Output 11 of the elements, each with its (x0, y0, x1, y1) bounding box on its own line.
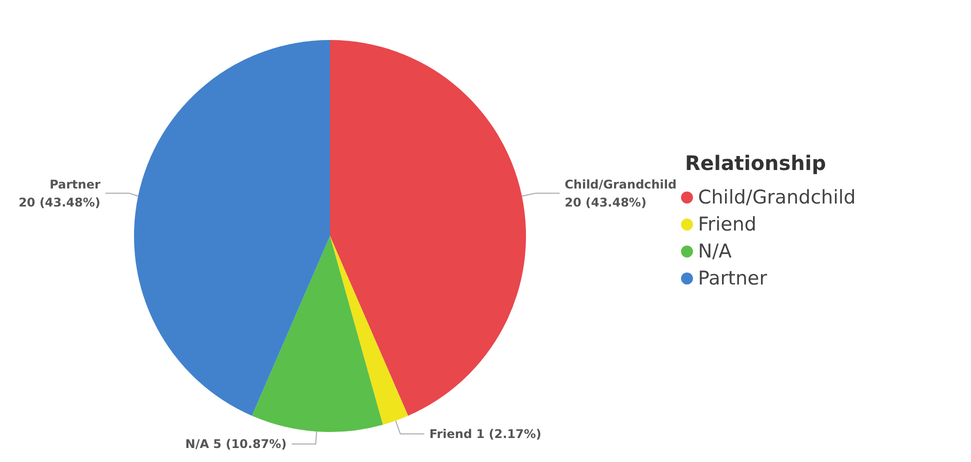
legend-label: Child/Grandchild (698, 186, 856, 208)
slice-label: Partner (50, 177, 100, 192)
category-label: N/A 5 (10.87%) (185, 437, 287, 451)
slice-label: Child/Grandchild (564, 177, 677, 192)
legend-title: Relationship (685, 151, 826, 175)
data-label: 20 (43.48%) (564, 195, 646, 210)
legend-label: Partner (698, 268, 768, 290)
legend-label: Friend (698, 214, 756, 236)
category-label: Friend 1 (2.17%) (429, 426, 542, 441)
legend-label: N/A (698, 240, 732, 262)
data-label: 20 (43.48%) (18, 195, 100, 210)
